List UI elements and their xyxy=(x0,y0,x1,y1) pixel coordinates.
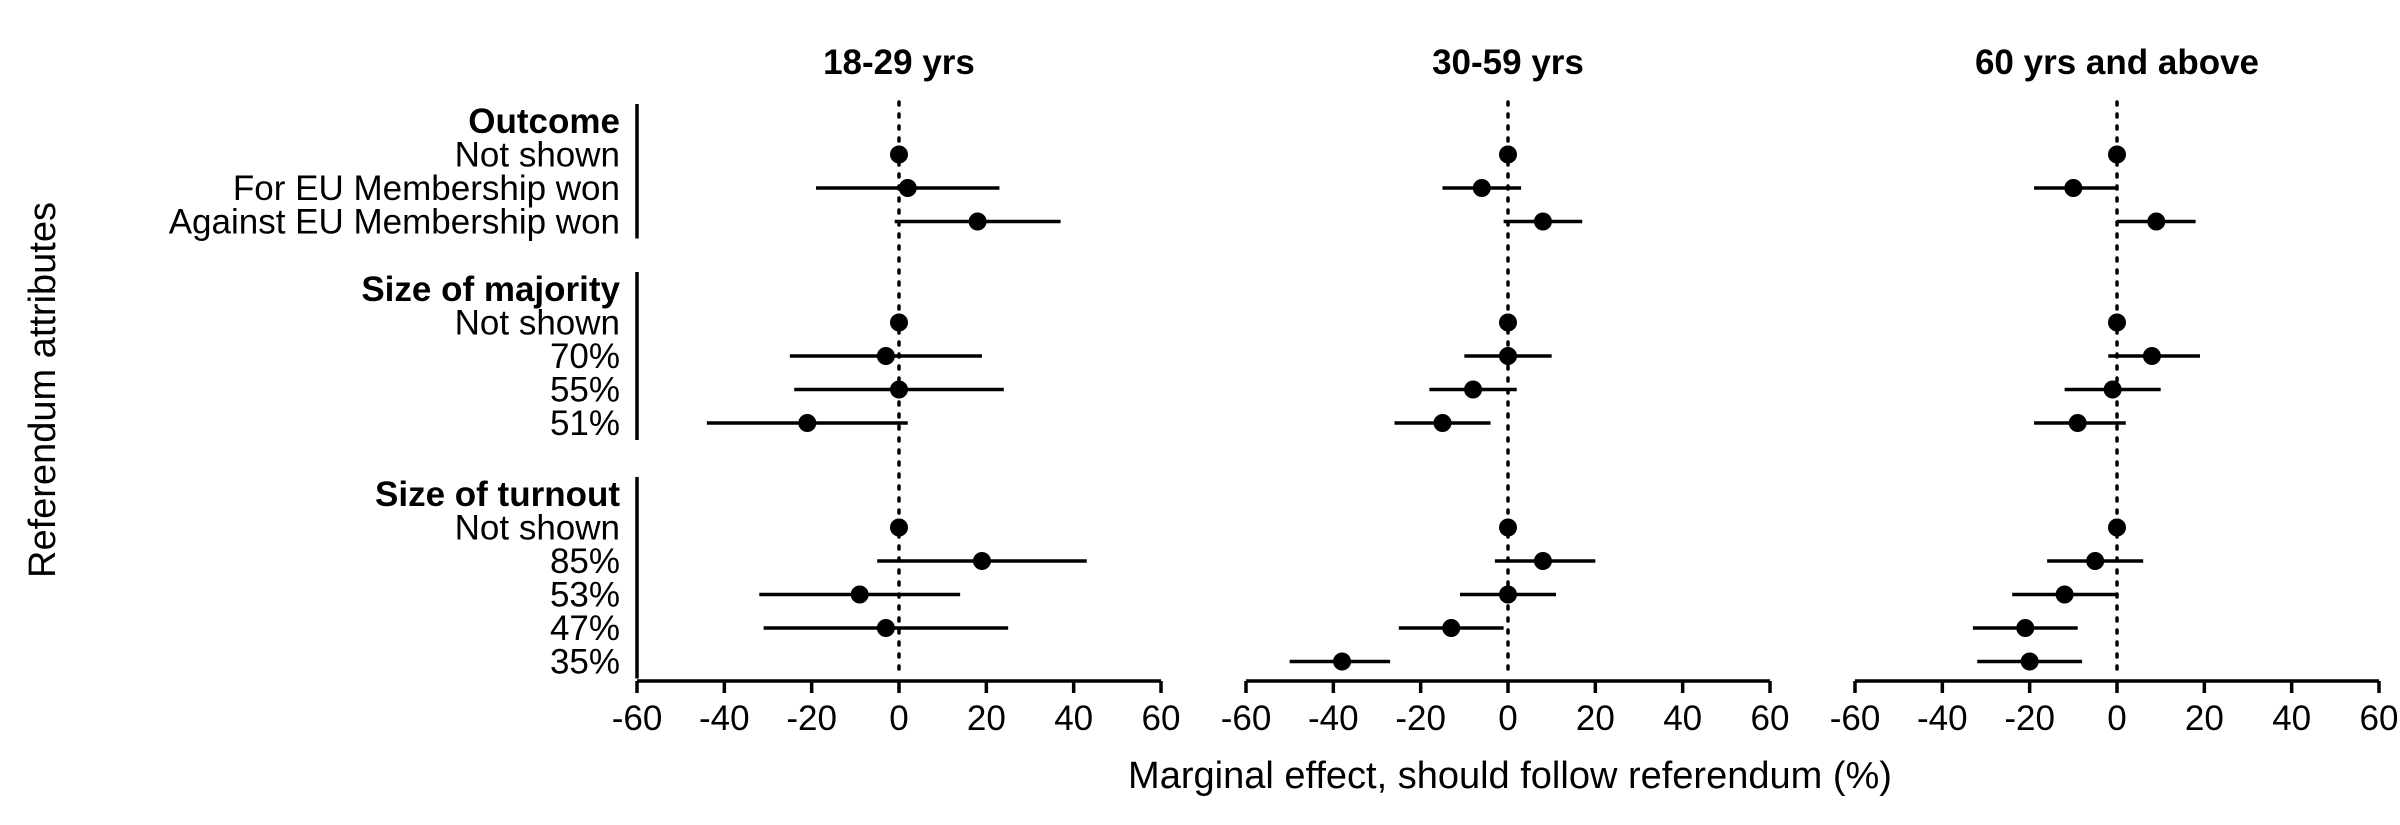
x-tick-label: 60 xyxy=(1751,699,1790,738)
estimate-point-51 xyxy=(1433,414,1452,432)
level-label-51: 51% xyxy=(550,404,620,443)
panel-title: 18-29 yrs xyxy=(823,43,975,82)
panel-title: 30-59 yrs xyxy=(1432,43,1584,82)
estimate-point-not-shown xyxy=(1499,518,1517,537)
level-label-35: 35% xyxy=(550,643,620,682)
level-label-55: 55% xyxy=(550,371,620,410)
estimate-point-55 xyxy=(1464,380,1483,399)
x-tick-label: -20 xyxy=(1395,699,1446,738)
x-tick-label: 20 xyxy=(2185,699,2224,738)
estimate-point-not-shown xyxy=(1499,313,1517,332)
x-tick-label: -40 xyxy=(1917,699,1968,738)
group-header-size-of-majority: Size of majority xyxy=(361,270,620,309)
x-tick-label: 60 xyxy=(1142,699,1181,738)
panel-30-59-yrs: 30-59 yrs -60 -40 -20 0 20 40 60 xyxy=(1221,43,1790,738)
x-tick-label: -40 xyxy=(1308,699,1359,738)
estimate-point-55 xyxy=(2103,380,2122,399)
estimate-point-not-shown xyxy=(2108,145,2126,164)
x-tick-label: 0 xyxy=(889,699,908,738)
estimate-point-against-eu-membership-won xyxy=(968,212,987,231)
estimate-point-47 xyxy=(2016,619,2035,637)
x-tick-label: 0 xyxy=(2107,699,2126,738)
y-axis-title: Referendum attributes xyxy=(22,202,64,578)
estimate-point-not-shown xyxy=(890,145,908,164)
level-label-85: 85% xyxy=(550,542,620,581)
panel-18-29-yrs: 18-29 yrs -60 -40 -20 0 20 40 60 xyxy=(612,43,1181,738)
estimate-point-85 xyxy=(1533,552,1552,570)
estimate-point-70 xyxy=(2142,347,2161,365)
chart-panels: 18-29 yrs -60 -40 -20 0 20 40 60 30-59 yrs -60 -40… xyxy=(612,43,2399,738)
x-tick-label: 40 xyxy=(1054,699,1093,738)
estimate-point-for-eu-membership-won xyxy=(1472,179,1491,197)
estimate-point-55 xyxy=(890,380,908,399)
x-tick-label: -60 xyxy=(612,699,663,738)
estimate-point-53 xyxy=(1499,585,1517,604)
estimate-point-47 xyxy=(1442,619,1461,637)
estimate-point-not-shown xyxy=(890,518,908,537)
x-tick-label: 0 xyxy=(1498,699,1517,738)
x-tick-label: 40 xyxy=(2272,699,2311,738)
estimate-point-against-eu-membership-won xyxy=(2147,212,2166,231)
estimate-point-53 xyxy=(850,585,869,604)
level-label-not-shown: Not shown xyxy=(455,304,620,343)
estimate-point-not-shown xyxy=(890,313,908,332)
estimate-point-for-eu-membership-won xyxy=(898,179,917,197)
group-header-size-of-turnout: Size of turnout xyxy=(375,475,620,514)
estimate-point-35 xyxy=(1333,652,1352,671)
x-tick-label: 20 xyxy=(1576,699,1615,738)
estimate-point-47 xyxy=(876,619,895,637)
level-label-for-eu-membership-won: For EU Membership won xyxy=(233,169,620,208)
estimate-point-85 xyxy=(2086,552,2105,570)
estimate-point-35 xyxy=(2020,652,2039,671)
estimate-point-53 xyxy=(2055,585,2074,604)
x-tick-label: -60 xyxy=(1830,699,1881,738)
estimate-point-51 xyxy=(2068,414,2087,432)
panel-60-yrs-and-above: 60 yrs and above -60 -40 -20 0 20 40 60 xyxy=(1830,43,2399,738)
estimate-point-for-eu-membership-won xyxy=(2064,179,2083,197)
estimate-point-51 xyxy=(798,414,817,432)
estimate-point-70 xyxy=(876,347,895,365)
group-header-outcome: Outcome xyxy=(468,102,620,141)
x-tick-label: -60 xyxy=(1221,699,1272,738)
level-label-against-eu-membership-won: Against EU Membership won xyxy=(169,203,620,242)
x-tick-label: 20 xyxy=(967,699,1006,738)
x-tick-label: -20 xyxy=(786,699,837,738)
level-label-53: 53% xyxy=(550,576,620,615)
estimate-point-70 xyxy=(1499,347,1517,365)
estimate-point-not-shown xyxy=(2108,518,2126,537)
level-label-not-shown: Not shown xyxy=(455,136,620,175)
level-label-47: 47% xyxy=(550,609,620,648)
x-axis-title: Marginal effect, should follow referendu… xyxy=(1128,755,1892,797)
level-label-70: 70% xyxy=(550,337,620,376)
x-tick-label: 40 xyxy=(1663,699,1702,738)
panel-title: 60 yrs and above xyxy=(1975,43,2259,82)
x-tick-label: 60 xyxy=(2360,699,2399,738)
estimate-point-against-eu-membership-won xyxy=(1533,212,1552,231)
x-tick-label: -20 xyxy=(2004,699,2055,738)
x-tick-label: -40 xyxy=(699,699,750,738)
estimate-point-not-shown xyxy=(1499,145,1517,164)
estimate-point-not-shown xyxy=(2108,313,2126,332)
level-label-not-shown: Not shown xyxy=(455,509,620,548)
estimate-point-85 xyxy=(972,552,991,570)
